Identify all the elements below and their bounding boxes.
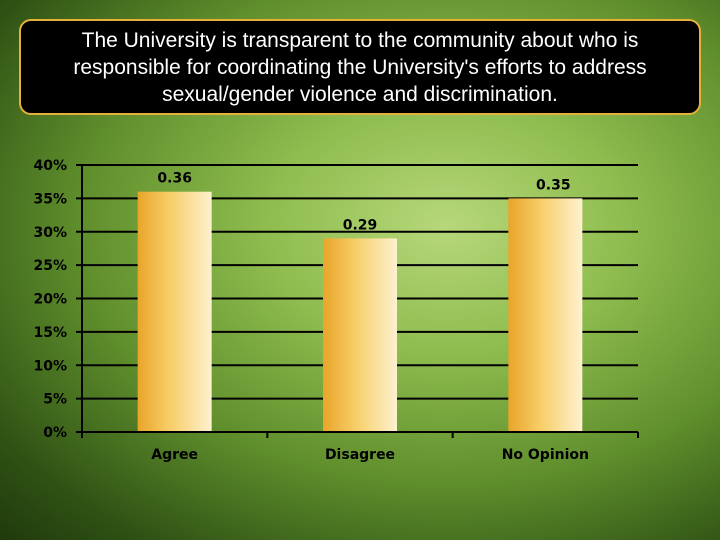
y-tick-label: 40%	[33, 158, 67, 174]
y-tick-label: 15%	[33, 325, 67, 341]
y-tick-label: 30%	[33, 225, 67, 241]
bar	[508, 198, 583, 432]
y-tick-label: 10%	[33, 358, 67, 374]
category-label: Agree	[151, 447, 198, 463]
data-label: 0.36	[157, 171, 192, 187]
data-label: 0.29	[343, 217, 378, 233]
bar	[137, 191, 212, 432]
y-tick-label: 5%	[43, 392, 67, 408]
y-tick-label: 20%	[33, 292, 67, 308]
y-tick-label: 35%	[33, 191, 67, 207]
y-tick-label: 25%	[33, 258, 67, 274]
data-label: 0.35	[536, 177, 571, 193]
bar	[323, 238, 397, 432]
category-label: Disagree	[325, 447, 395, 463]
slide-title: The University is transparent to the com…	[19, 19, 701, 115]
category-label: No Opinion	[502, 447, 589, 463]
y-tick-label: 0%	[43, 425, 67, 441]
